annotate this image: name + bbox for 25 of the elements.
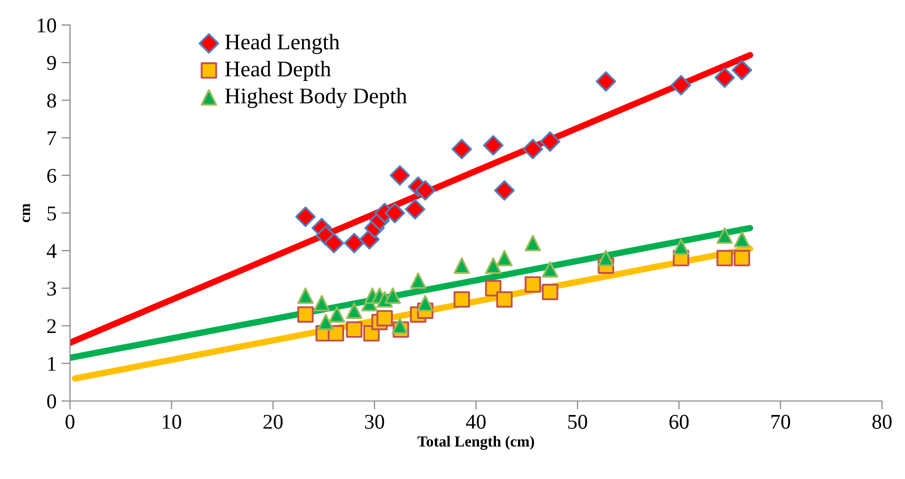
x-tick-label: 0 — [66, 414, 74, 429]
legend-label: Highest Body Depth — [225, 88, 407, 108]
legend-label: Head Depth — [225, 60, 331, 82]
y-tick-label: 8 — [47, 94, 56, 108]
x-tick-label: 30 — [365, 414, 384, 429]
y-tick-label: 10 — [38, 18, 56, 32]
y-tick-label: 9 — [47, 56, 56, 70]
x-axis-title: Total Length (cm) — [418, 436, 534, 450]
y-tick-label: 1 — [48, 356, 56, 371]
legend-label: Head Length — [225, 34, 340, 54]
y-tick-label: 3 — [47, 282, 56, 296]
y-tick-label: 4 — [46, 244, 56, 258]
x-tick-label: 80 — [872, 414, 892, 429]
y-tick-label: 7 — [48, 131, 56, 146]
x-tick-label: 70 — [771, 414, 790, 429]
x-tick-label: 40 — [466, 414, 486, 429]
x-tick-label: 60 — [669, 414, 689, 429]
y-tick-label: 6 — [47, 168, 56, 183]
y-axis-title: cm — [22, 204, 30, 222]
x-tick-label: 20 — [264, 414, 283, 429]
y-tick-label: 0 — [47, 394, 56, 408]
x-tick-label: 50 — [568, 414, 588, 429]
y-tick-label: 2 — [47, 319, 56, 334]
y-tick-label: 5 — [48, 206, 56, 220]
x-tick-label: 10 — [162, 414, 182, 429]
